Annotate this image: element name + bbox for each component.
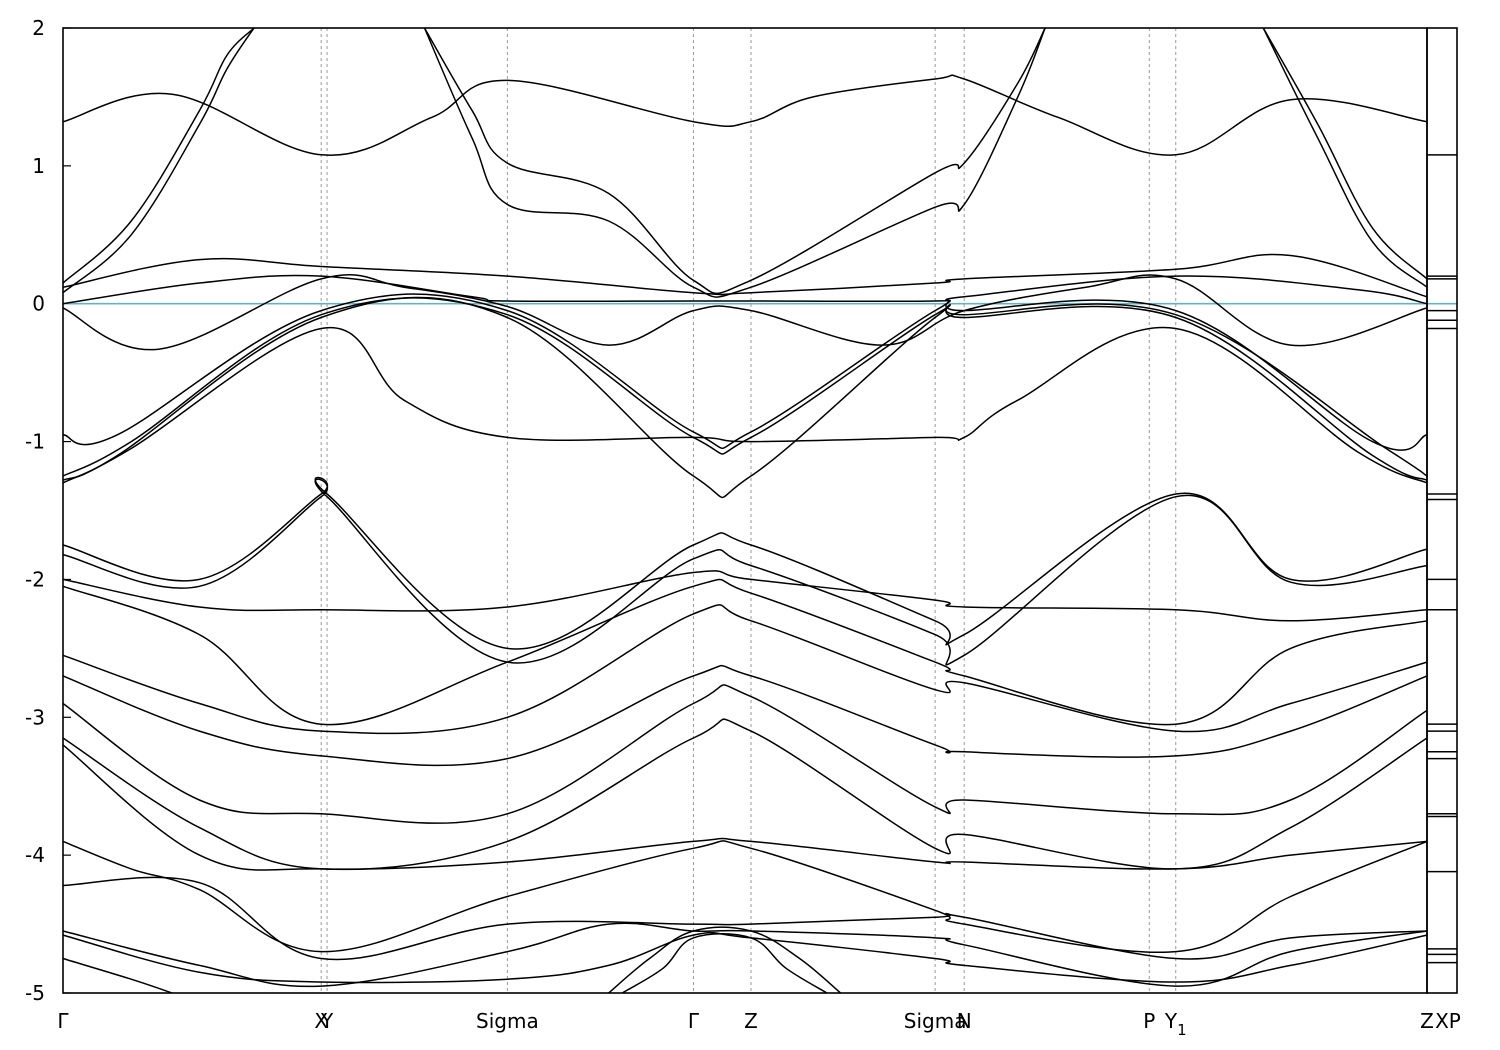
band-curve [62, 957, 173, 994]
kpoint-lines [320, 28, 1177, 993]
band-curve [62, 274, 1428, 351]
kpoint-label: Sigma [904, 1009, 967, 1033]
band-lines [62, 27, 1428, 994]
band-curve [62, 604, 1428, 735]
kpoint-label: Z [1420, 1009, 1434, 1033]
kpoint-label: N [957, 1009, 972, 1033]
band-curve [1262, 27, 1428, 280]
band-curve [62, 718, 1428, 871]
kpoint-label: P [1143, 1009, 1155, 1033]
band-curve [62, 74, 1428, 156]
band-curve [62, 478, 1428, 666]
band-curve [62, 840, 1428, 953]
band-curve [62, 293, 1428, 451]
side-panel-frame [1426, 27, 1458, 994]
band-curve [62, 876, 1428, 961]
band-curve [62, 578, 1428, 726]
y-tick-label: 2 [32, 16, 45, 40]
band-curve [62, 931, 1428, 984]
band-curve [62, 274, 1428, 305]
y-axis: 2 1 0 -1 -2 -3 -4 -5 [25, 16, 71, 1005]
kpoint-label: Y1 [1164, 1009, 1187, 1039]
band-curve [62, 744, 1428, 871]
y-tick-label: -4 [25, 843, 45, 867]
band-curve [62, 476, 1428, 650]
band-curve [423, 27, 1046, 298]
kpoint-label: Γ [57, 1009, 69, 1033]
band-curve [62, 570, 1428, 622]
band-curve [62, 296, 1428, 499]
kpoint-label: Y [320, 1009, 334, 1033]
side-panel: XP [1426, 27, 1461, 1033]
band-curve [62, 253, 1428, 298]
kpoint-label: X [314, 1009, 328, 1033]
y-tick-label: -5 [25, 981, 45, 1005]
band-curve [608, 926, 841, 994]
band-curve [62, 684, 1428, 824]
band-curve [423, 27, 1046, 295]
y-tick-label: -3 [25, 705, 45, 729]
band-curve [621, 933, 828, 994]
band-curve [62, 326, 1428, 484]
y-tick-label: 0 [32, 292, 45, 316]
kpoint-label: Z [744, 1009, 758, 1033]
band-curve [62, 27, 255, 284]
band-curve [62, 922, 1428, 988]
side-panel-label: XP [1435, 1009, 1461, 1033]
y-tick-label: -1 [25, 430, 45, 454]
kpoint-label: Sigma [476, 1009, 539, 1033]
y-tick-label: 1 [32, 154, 45, 178]
y-tick-label: -2 [25, 567, 45, 591]
band-curve [62, 27, 255, 294]
kpoint-label: Γ [688, 1009, 700, 1033]
band-curve [62, 297, 1428, 477]
band-curve [1262, 27, 1428, 288]
band-curve [62, 664, 1428, 767]
